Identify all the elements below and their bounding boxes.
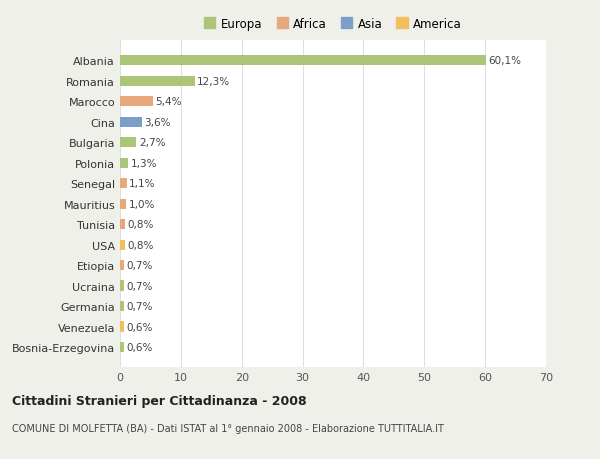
Bar <box>120 56 486 67</box>
Text: 60,1%: 60,1% <box>488 56 521 66</box>
Text: 3,6%: 3,6% <box>145 118 171 128</box>
Text: 0,6%: 0,6% <box>126 342 152 352</box>
Bar <box>120 138 136 148</box>
Text: 0,8%: 0,8% <box>127 220 154 230</box>
Bar <box>120 281 124 291</box>
Text: 5,4%: 5,4% <box>155 97 182 107</box>
Text: 12,3%: 12,3% <box>197 77 230 87</box>
Text: 1,0%: 1,0% <box>128 199 155 209</box>
Text: 0,6%: 0,6% <box>126 322 152 332</box>
Bar <box>120 77 195 87</box>
Text: Cittadini Stranieri per Cittadinanza - 2008: Cittadini Stranieri per Cittadinanza - 2… <box>12 394 307 407</box>
Text: 2,7%: 2,7% <box>139 138 166 148</box>
Bar <box>120 97 153 107</box>
Text: 0,8%: 0,8% <box>127 240 154 250</box>
Text: 1,3%: 1,3% <box>130 158 157 168</box>
Bar <box>120 322 124 332</box>
Bar <box>120 158 128 168</box>
Text: 0,7%: 0,7% <box>127 302 153 311</box>
Bar <box>120 219 125 230</box>
Bar <box>120 199 126 209</box>
Text: COMUNE DI MOLFETTA (BA) - Dati ISTAT al 1° gennaio 2008 - Elaborazione TUTTITALI: COMUNE DI MOLFETTA (BA) - Dati ISTAT al … <box>12 424 444 433</box>
Bar <box>120 301 124 312</box>
Bar <box>120 179 127 189</box>
Bar <box>120 240 125 250</box>
Legend: Europa, Africa, Asia, America: Europa, Africa, Asia, America <box>201 15 465 34</box>
Text: 1,1%: 1,1% <box>129 179 155 189</box>
Text: 0,7%: 0,7% <box>127 281 153 291</box>
Bar <box>120 118 142 128</box>
Text: 0,7%: 0,7% <box>127 261 153 270</box>
Bar <box>120 260 124 271</box>
Bar <box>120 342 124 353</box>
